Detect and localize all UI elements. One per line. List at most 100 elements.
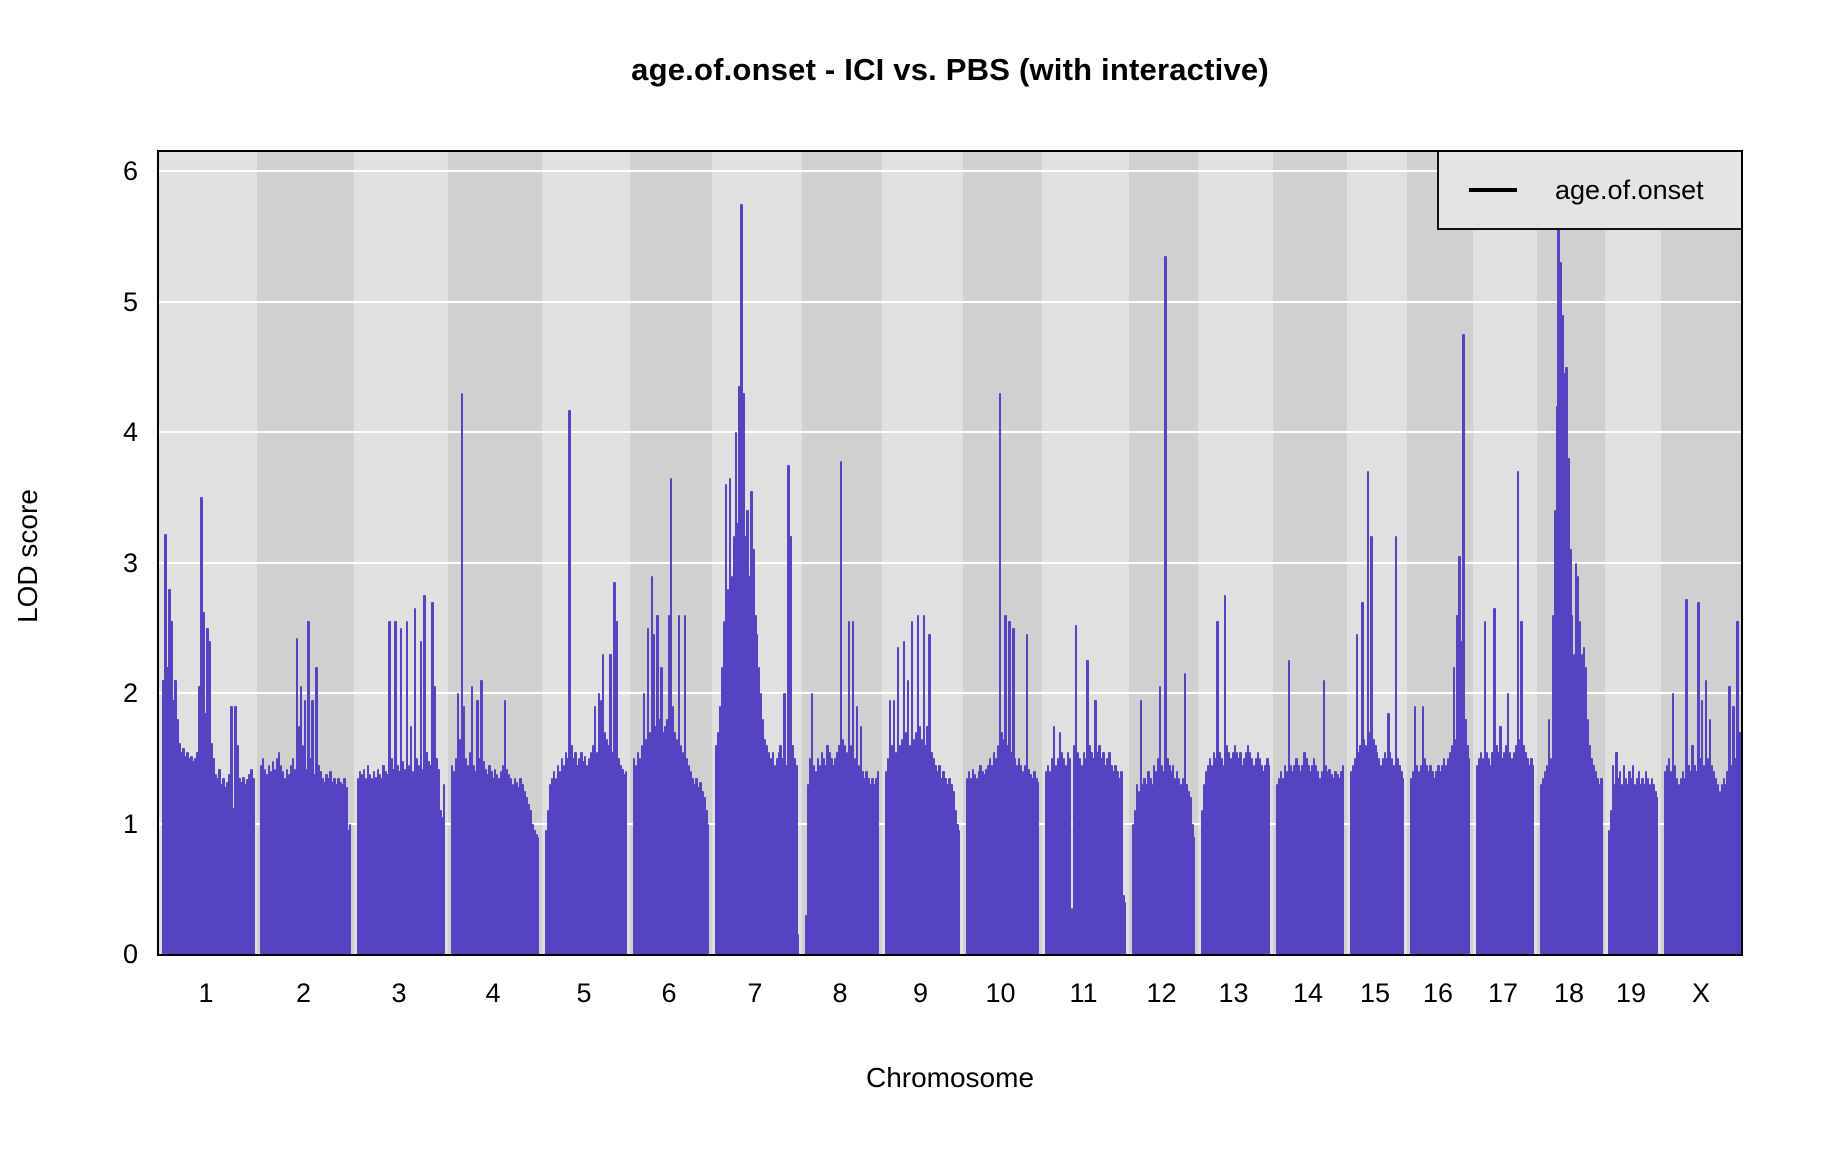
lod-bar [427, 760, 430, 954]
lod-bar [1506, 693, 1510, 954]
lod-bar [1567, 458, 1570, 954]
lod-bar [736, 523, 739, 954]
lod-bar [1245, 751, 1248, 954]
lod-bar [734, 432, 737, 954]
lod-bar [728, 477, 732, 954]
lod-bar [1442, 758, 1446, 954]
lod-bar [246, 779, 249, 954]
lod-bar [1025, 634, 1028, 954]
lod-bar [1332, 777, 1335, 954]
lod-bar [703, 797, 706, 954]
lod-bar [1046, 764, 1050, 954]
lod-bar [531, 823, 534, 954]
lod-bar [981, 771, 984, 954]
lod-bar [869, 784, 872, 954]
lod-bar [568, 409, 571, 954]
lod-bar [554, 777, 558, 954]
lod-bar [1613, 784, 1616, 954]
lod-bar [1697, 601, 1700, 954]
lod-bar [1314, 764, 1318, 954]
lod-bar [556, 764, 560, 954]
lod-bar [339, 781, 342, 954]
lod-bar [996, 745, 1000, 954]
lod-bar [415, 758, 419, 954]
lod-bar [1283, 764, 1287, 954]
lod-series-chr-12 [1132, 152, 1196, 954]
lod-bar [1037, 781, 1040, 954]
lod-bar [488, 764, 491, 954]
lod-bar [224, 786, 227, 954]
lod-series-chr-16 [1410, 152, 1471, 954]
x-tick-label-17: 17 [1487, 978, 1519, 1008]
lod-bar [656, 614, 659, 954]
lod-bar [279, 764, 283, 954]
lod-bar [836, 751, 839, 954]
lod-bar [1671, 693, 1675, 954]
lod-bar [337, 777, 340, 954]
lod-bar [601, 653, 605, 954]
lod-bar [472, 764, 475, 954]
lod-bar [1421, 706, 1425, 954]
lod-bar [847, 621, 851, 954]
lod-bar [545, 830, 548, 954]
lod-bar [562, 764, 565, 954]
lod-bar [269, 771, 273, 954]
lod-bar [1701, 699, 1704, 954]
legend-line-swatch [1469, 188, 1517, 192]
lod-bar [871, 777, 874, 954]
lod-bar [525, 797, 528, 954]
lod-bar [1590, 758, 1593, 954]
x-tick-label-3: 3 [391, 978, 407, 1008]
lod-bar [861, 771, 864, 954]
lod-bar [956, 823, 959, 954]
lod-bar [411, 771, 415, 954]
lod-bar [1357, 751, 1360, 954]
lod-bar [1578, 621, 1582, 954]
lod-bar [368, 773, 372, 954]
lod-bar [973, 773, 977, 954]
lod-series-chr-3 [357, 152, 446, 954]
lod-bar [222, 777, 225, 954]
lod-bar [1264, 764, 1267, 954]
x-tick-label-13: 13 [1218, 978, 1249, 1008]
lod-bar [394, 621, 397, 954]
lod-bar [1297, 764, 1300, 954]
lod-bar [693, 784, 696, 954]
lod-bar [1048, 771, 1052, 954]
lod-bar [1076, 751, 1080, 954]
lod-bar [1229, 758, 1233, 954]
lod-bar [1440, 764, 1444, 954]
lod-bar [1189, 797, 1192, 954]
lod-bar [230, 706, 233, 954]
lod-bar [900, 738, 904, 954]
lod-bar [1481, 758, 1485, 954]
gridline-y-4 [159, 431, 1741, 433]
lod-series-chr-7 [715, 152, 800, 954]
lod-bar [409, 725, 413, 954]
lod-bar [1594, 771, 1597, 954]
lod-bar [1291, 771, 1294, 954]
lod-bar [295, 638, 299, 954]
lod-bar [1120, 771, 1123, 954]
lod-bar [319, 771, 322, 954]
lod-bar [705, 810, 708, 954]
lod-bar [1415, 764, 1419, 954]
lod-bar [1736, 621, 1739, 954]
lod-bar [570, 745, 573, 954]
legend-label: age.of.onset [1555, 174, 1704, 205]
lod-bar [1571, 614, 1574, 954]
lod-bar [1141, 784, 1144, 954]
lod-bar [1600, 777, 1603, 954]
lod-bar [1029, 773, 1032, 954]
lod-bar [1364, 745, 1368, 954]
lod-bar [746, 510, 749, 954]
lod-bar [431, 601, 434, 954]
lod-bar [744, 536, 747, 954]
lod-bar [843, 745, 847, 954]
lod-bar [349, 823, 352, 954]
lod-bar [877, 771, 880, 954]
gridline-y-2 [159, 692, 1741, 694]
lod-bar [967, 771, 971, 954]
lod-bar [748, 575, 751, 954]
lod-bar [1572, 653, 1576, 954]
